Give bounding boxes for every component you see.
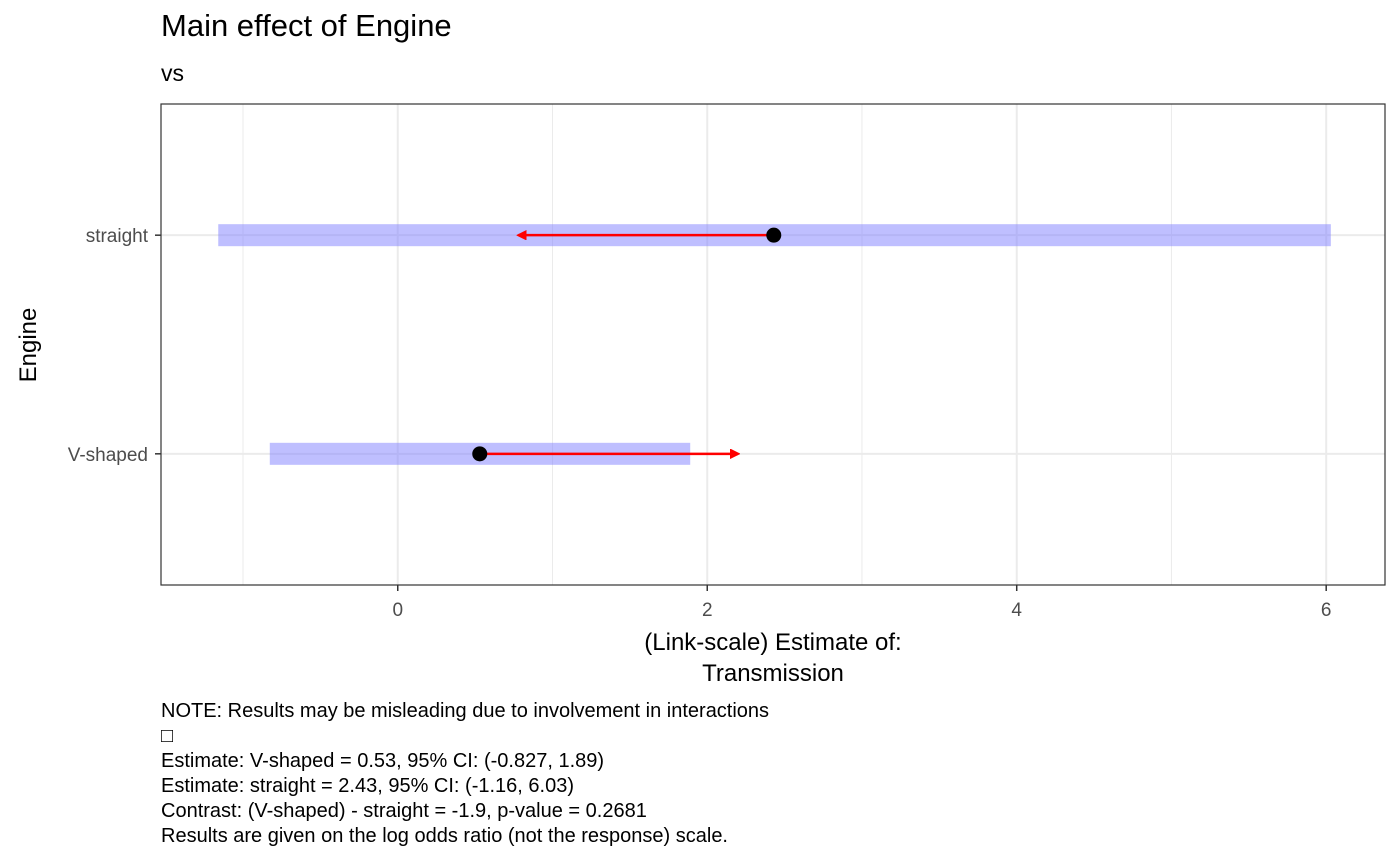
plot-panel-border — [160, 103, 1386, 586]
plot-panel-background — [161, 104, 1385, 585]
x-tick-label: 0 — [392, 600, 403, 621]
x-axis-title-line-1: (Link-scale) Estimate of: — [644, 629, 901, 656]
caption-line-estimate-straight: Estimate: straight = 2.43, 95% CI: (-1.1… — [161, 775, 574, 797]
x-tick-label: 6 — [1321, 600, 1332, 621]
estimate-point-straight — [766, 227, 782, 243]
caption-line-contrast: Contrast: (V-shaped) - straight = -1.9, … — [161, 800, 647, 822]
chart-title: Main effect of Engine — [161, 8, 452, 43]
x-axis: 0 2 4 6 — [392, 585, 1331, 621]
chart-canvas: 0 2 4 6 V-shaped straight (Link-scale) Estim… — [15, 103, 1386, 687]
y-axis: V-shaped straight — [68, 226, 161, 466]
y-tick-label-v-shaped: V-shaped — [68, 445, 148, 466]
estimate-points — [472, 227, 782, 462]
caption-line-scale-note: Results are given on the log odds ratio … — [161, 825, 728, 847]
y-tick-label-straight: straight — [86, 226, 149, 247]
x-axis-title-line-2: Transmission — [702, 660, 844, 687]
contrast-arrows — [479, 235, 774, 454]
y-axis-title: Engine — [15, 308, 42, 383]
caption-line-estimate-vshaped: Estimate: V-shaped = 0.53, 95% CI: (-0.8… — [161, 750, 605, 772]
caption-line-symbol: □ — [161, 725, 174, 747]
caption: NOTE: Results may be misleading due to i… — [161, 699, 769, 849]
estimate-point-v-shaped — [472, 446, 488, 462]
caption-line-note: NOTE: Results may be misleading due to i… — [161, 700, 770, 722]
chart-subtitle: vs — [161, 60, 184, 86]
x-tick-label: 4 — [1011, 600, 1022, 621]
x-tick-label: 2 — [702, 600, 713, 621]
